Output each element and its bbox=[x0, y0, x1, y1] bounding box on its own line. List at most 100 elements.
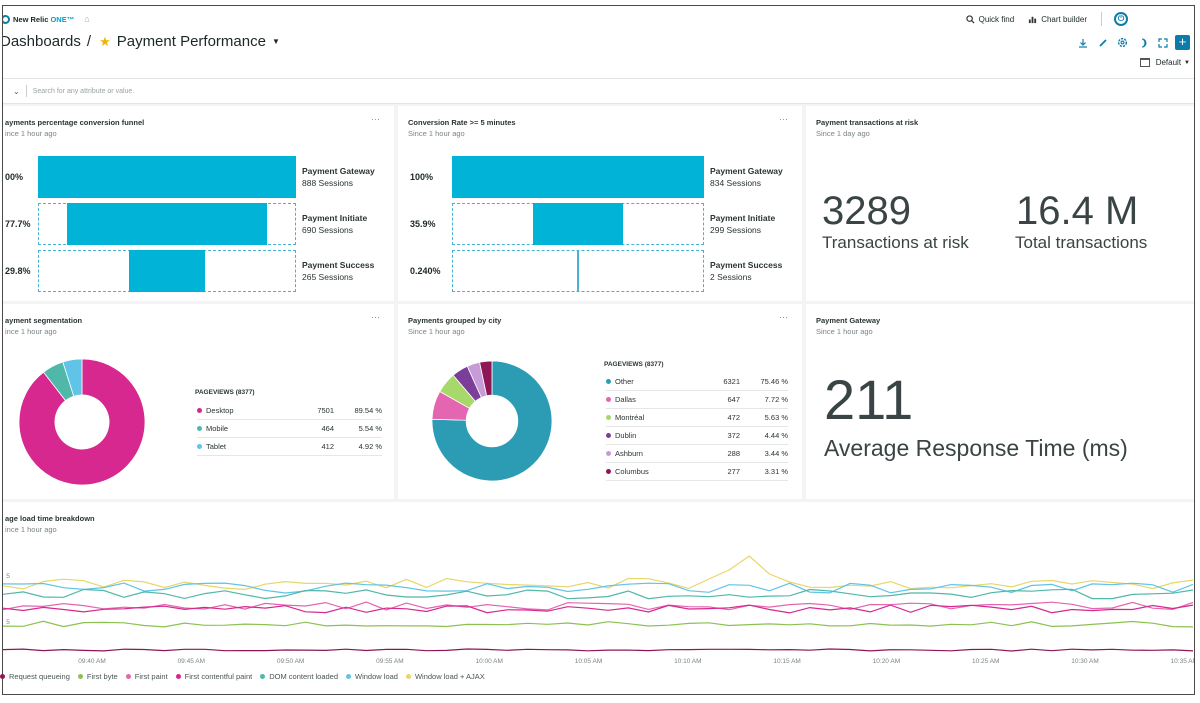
power-icon[interactable]: ⏻ bbox=[1114, 12, 1128, 26]
donut-slice-desktop[interactable] bbox=[18, 358, 146, 486]
funnel-step-label: Payment Gateway 834 Sessions bbox=[710, 165, 783, 189]
brand-name[interactable]: New Relic bbox=[13, 14, 49, 24]
legend-row[interactable]: Tablet 412 4.92 % bbox=[197, 438, 382, 456]
x-tick: 10:20 AM bbox=[872, 658, 901, 665]
city-donut-chart bbox=[431, 360, 553, 482]
legend-dot bbox=[197, 408, 202, 413]
funnel-step-pct: 00% bbox=[5, 172, 24, 182]
legend-name: Tablet bbox=[206, 442, 227, 451]
series-line-window-load-ajax[interactable] bbox=[3, 555, 1193, 591]
legend-row[interactable]: Montréal 472 5.63 % bbox=[606, 409, 788, 427]
legend-row[interactable]: Dublin 372 4.44 % bbox=[606, 427, 788, 445]
legend-row[interactable]: Other 6321 75.46 % bbox=[606, 373, 788, 391]
funnel-step-bar[interactable] bbox=[452, 156, 704, 198]
legend-name: Montréal bbox=[615, 413, 645, 422]
funnel-step-bar[interactable] bbox=[128, 250, 206, 292]
funnel-step-bar[interactable] bbox=[66, 203, 268, 245]
filter-search-input[interactable]: Search for any attribute or value. bbox=[32, 87, 135, 95]
legend-pct: 3.44 % bbox=[764, 449, 788, 458]
legend-item[interactable]: Window load bbox=[346, 672, 398, 681]
legend-value: 6321 bbox=[723, 377, 740, 386]
new-relic-logo-icon[interactable] bbox=[3, 14, 10, 24]
legend-value: 412 bbox=[321, 442, 334, 451]
legend-value: 7501 bbox=[317, 406, 334, 415]
add-widget-button[interactable]: + bbox=[1175, 35, 1190, 50]
fullscreen-icon[interactable] bbox=[1154, 34, 1171, 51]
widget-subtitle: ince 1 hour ago bbox=[5, 525, 57, 534]
home-icon[interactable]: ⌂ bbox=[84, 14, 90, 24]
legend-pct: 5.63 % bbox=[764, 413, 788, 422]
filter-chevron-icon[interactable]: ⌄ bbox=[13, 86, 20, 96]
time-picker-label: Default bbox=[1155, 58, 1182, 67]
series-line-request-queueing[interactable] bbox=[3, 648, 1193, 652]
legend-row[interactable]: Mobile 464 5.54 % bbox=[197, 420, 382, 438]
series-line-first-paint[interactable] bbox=[3, 601, 1193, 611]
chart-builder-button[interactable]: Chart builder bbox=[1028, 15, 1087, 24]
funnel-step-bar[interactable] bbox=[532, 203, 624, 245]
filter-bar[interactable]: ⌄ Search for any attribute or value. bbox=[3, 78, 1194, 104]
legend-item[interactable]: First contentful paint bbox=[175, 672, 252, 681]
legend-row[interactable]: Ashburn 288 3.44 % bbox=[606, 445, 788, 463]
legend-value: 464 bbox=[321, 424, 334, 433]
payment-gateway-widget: Payment Gateway Since 1 hour ago 211 Ave… bbox=[806, 304, 1194, 499]
legend-value: 288 bbox=[727, 449, 740, 458]
legend-row[interactable]: Columbus 277 3.31 % bbox=[606, 463, 788, 481]
series-line-dom-content-loaded[interactable] bbox=[3, 588, 1193, 600]
funnel-step-bar[interactable] bbox=[38, 156, 296, 198]
legend-name: Other bbox=[615, 377, 634, 386]
legend-name: First byte bbox=[86, 672, 118, 681]
legend-item[interactable]: Window load + AJAX bbox=[405, 672, 485, 681]
x-tick: 09:45 AM bbox=[177, 658, 206, 665]
funnel-step-bar[interactable] bbox=[577, 250, 579, 292]
dark-mode-moon-icon[interactable] bbox=[1134, 34, 1151, 51]
funnel-step-sessions: 265 Sessions bbox=[302, 272, 354, 282]
quick-find-button[interactable]: Quick find bbox=[965, 15, 1014, 24]
legend-dot bbox=[606, 451, 611, 456]
legend-row[interactable]: Dallas 647 7.72 % bbox=[606, 391, 788, 409]
funnel-step-label: Payment Success 2 Sessions bbox=[710, 259, 782, 283]
legend-value: 277 bbox=[727, 467, 740, 476]
legend-item[interactable]: Request queueing bbox=[0, 672, 70, 681]
dashboard-header: Dashboards / ★ Payment Performance ▼ + bbox=[3, 32, 1194, 78]
legend-dot bbox=[606, 379, 611, 384]
legend-dot bbox=[0, 674, 5, 679]
breadcrumb: Dashboards / ★ Payment Performance ▼ bbox=[3, 33, 280, 50]
legend-title: PAGEVIEWS (8377) bbox=[195, 389, 255, 396]
legend-row[interactable]: Desktop 7501 89.54 % bbox=[197, 402, 382, 420]
chevron-down-icon[interactable]: ▼ bbox=[271, 37, 280, 46]
series-line-first-contentful-paint[interactable] bbox=[3, 604, 1193, 614]
widget-subtitle: Since 1 day ago bbox=[816, 129, 870, 138]
legend-item[interactable]: DOM content loaded bbox=[260, 672, 338, 681]
funnel-step-label: Payment Initiate 690 Sessions bbox=[302, 212, 367, 236]
donut-slice-other[interactable] bbox=[431, 360, 553, 482]
download-icon[interactable] bbox=[1074, 34, 1091, 51]
funnel-step-name: Payment Success bbox=[710, 260, 783, 270]
widget-menu-icon[interactable]: ··· bbox=[371, 114, 380, 124]
donut-slice-tablet[interactable] bbox=[62, 358, 83, 397]
payment-segmentation-widget: ayment segmentation ince 1 hour ago ··· … bbox=[3, 304, 394, 499]
page-title[interactable]: Payment Performance bbox=[116, 33, 266, 50]
widget-menu-icon[interactable]: ··· bbox=[779, 312, 788, 322]
funnel-step-label: Payment Gateway 888 Sessions bbox=[302, 165, 375, 189]
star-icon[interactable]: ★ bbox=[99, 33, 111, 49]
funnel-step-pct: 100% bbox=[410, 172, 434, 182]
widget-menu-icon[interactable]: ··· bbox=[371, 312, 380, 322]
funnel-step-name: Payment Initiate bbox=[710, 213, 776, 223]
legend-item[interactable]: First paint bbox=[125, 672, 168, 681]
donut-slice-columbus[interactable] bbox=[479, 360, 493, 397]
legend-name: Request queueing bbox=[9, 672, 70, 681]
app-frame: New Relic ONE™ ⌂ Quick find Chart builde… bbox=[2, 5, 1195, 695]
breadcrumb-dashboards[interactable]: Dashboards bbox=[2, 33, 81, 50]
total-transactions-value: 16.4 M bbox=[1016, 189, 1139, 233]
time-picker[interactable]: Default ▼ bbox=[1139, 58, 1190, 67]
settings-gear-icon[interactable] bbox=[1114, 34, 1131, 51]
funnel-step-name: Payment Gateway bbox=[710, 166, 783, 176]
widget-menu-icon[interactable]: ··· bbox=[779, 114, 788, 124]
series-line-first-byte[interactable] bbox=[3, 620, 1193, 628]
segmentation-donut-chart bbox=[18, 358, 146, 486]
legend-item[interactable]: First byte bbox=[77, 672, 118, 681]
series-line-window-load[interactable] bbox=[3, 582, 1193, 594]
widget-title: Payment Gateway bbox=[816, 316, 881, 325]
edit-pencil-icon[interactable] bbox=[1094, 34, 1111, 51]
transactions-at-risk-label: Transactions at risk bbox=[822, 233, 969, 252]
